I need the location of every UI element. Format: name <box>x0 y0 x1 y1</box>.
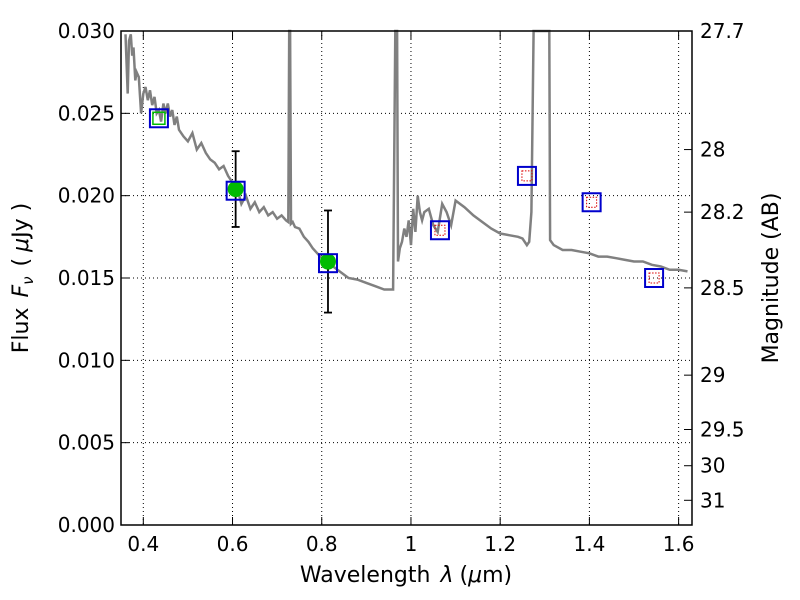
x-axis-title: Wavelength λ (μm) <box>300 563 512 588</box>
model-square <box>516 165 537 186</box>
detected-point <box>227 181 244 198</box>
detected-point <box>319 253 336 270</box>
y-tick-label: 0.030 <box>58 19 115 43</box>
plot-frame <box>120 30 693 526</box>
y2-tick-label: 28.5 <box>700 276 745 300</box>
model-inner-square <box>648 272 660 284</box>
y2-tick-label: 31 <box>700 488 725 512</box>
sed-model-line <box>124 29 688 291</box>
model-inner-square <box>152 111 166 126</box>
y-tick-label: 0.010 <box>58 348 115 372</box>
y2-tick-label: 30 <box>700 454 725 478</box>
y2-tick-label: 28 <box>700 138 725 162</box>
model-square <box>148 108 169 129</box>
model-square <box>225 180 246 201</box>
x-tick-label: 1.2 <box>484 532 516 556</box>
model-square <box>581 192 602 213</box>
x-tick-label: 1.6 <box>663 532 695 556</box>
x-tick-label: 0.6 <box>217 532 249 556</box>
model-square <box>429 220 450 241</box>
y2-tick-label: 29.5 <box>700 417 745 441</box>
y2-tick-label: 29 <box>700 363 725 387</box>
model-inner-square <box>586 196 598 208</box>
x-tick-label: 1 <box>405 532 418 556</box>
model-inner-square <box>521 170 533 182</box>
y-tick-label: 0.025 <box>58 101 115 125</box>
y2-axis-ticks: 27.7 28 28.2 28.5 29 29.5 30 31 <box>684 19 745 512</box>
model-square <box>644 268 665 288</box>
y-tick-label: 0.000 <box>58 513 115 537</box>
y-axis-title: FluxFν(μJy ) <box>9 203 37 353</box>
grid-lines <box>121 30 692 526</box>
y2-axis-title: Magnitude (AB) <box>759 193 784 364</box>
y-axis-ticks: 0.000 0.005 0.010 0.015 0.020 0.025 0.030 <box>58 19 129 537</box>
y-tick-label: 0.005 <box>58 431 115 455</box>
y2-tick-label: 28.2 <box>700 200 745 224</box>
y2-tick-label: 27.7 <box>700 19 745 43</box>
y-tick-label: 0.015 <box>58 266 115 290</box>
y-tick-label: 0.020 <box>58 184 115 208</box>
x-tick-label: 1.4 <box>573 532 605 556</box>
x-tick-label: 0.8 <box>306 532 338 556</box>
model-inner-square <box>434 224 446 236</box>
photometry-markers <box>148 108 665 314</box>
x-axis-ticks: 0.4 0.6 0.8 1 1.2 1.4 1.6 <box>127 31 695 556</box>
model-square <box>317 253 338 274</box>
x-tick-label: 0.4 <box>127 532 159 556</box>
